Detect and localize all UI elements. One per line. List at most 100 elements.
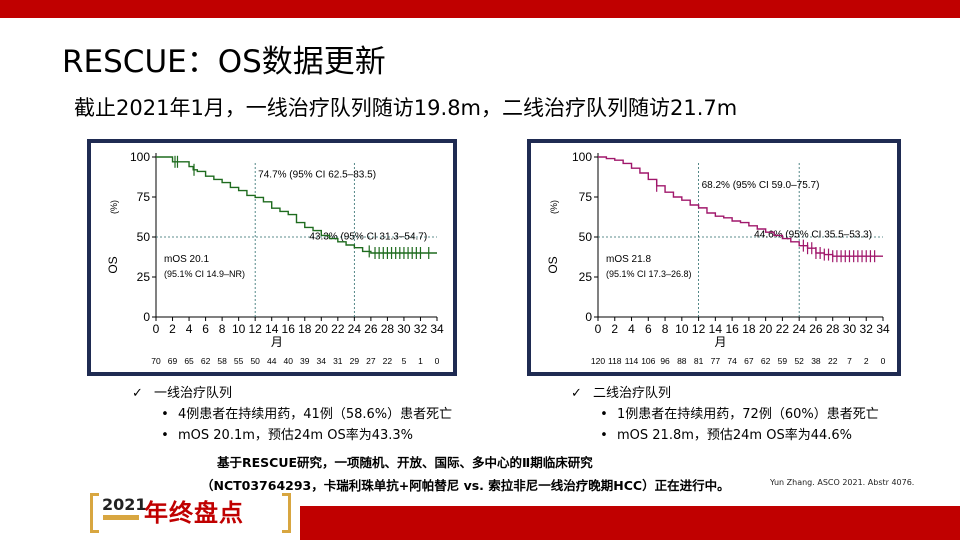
- y-axis-unit: (%): [109, 200, 119, 214]
- at-risk-count: 34: [317, 356, 327, 366]
- x-tick-label: 2: [169, 322, 176, 336]
- at-risk-count: 77: [711, 356, 721, 366]
- logo-year: 2021: [102, 495, 147, 514]
- first-line-bullet-1: 4例患者在持续用药，41例（58.6%）患者死亡: [178, 407, 453, 422]
- y-axis-label: OS: [106, 256, 120, 273]
- x-tick-label: 22: [331, 322, 345, 336]
- check-icon: ✓: [571, 386, 582, 401]
- x-tick-label: 28: [381, 322, 395, 336]
- at-risk-count: 52: [794, 356, 804, 366]
- at-risk-count: 27: [366, 356, 376, 366]
- at-risk-count: 62: [761, 356, 771, 366]
- at-risk-count: 120: [591, 356, 605, 366]
- at-risk-count: 38: [811, 356, 821, 366]
- x-tick-label: 20: [759, 322, 773, 336]
- y-tick-label: 0: [143, 310, 150, 324]
- km-chart-first-line: 0 25 50 75 100 0 2 4 6 8 10 12 14 16 18 20 22 24 26 28 30 32 3…: [87, 139, 457, 376]
- at-risk-count: 55: [234, 356, 244, 366]
- footer-trial-detail: （NCT03764293，卡瑞利珠单抗+阿帕替尼 vs. 索拉非尼一线治疗晚期H…: [201, 478, 730, 493]
- x-tick-label: 34: [430, 322, 444, 336]
- at-risk-count: 81: [694, 356, 704, 366]
- at-risk-count: 69: [168, 356, 178, 366]
- x-tick-label: 24: [348, 322, 362, 336]
- y-tick-label: 0: [585, 310, 592, 324]
- x-axis-label: 月: [271, 335, 283, 349]
- y-tick-label: 50: [579, 230, 593, 244]
- x-tick-label: 12: [248, 322, 262, 336]
- y-tick-label: 75: [137, 190, 151, 204]
- at-risk-count: 7: [847, 356, 852, 366]
- at-risk-count: 70: [151, 356, 161, 366]
- median-os-ci: (95.1% CI 17.3–26.8): [606, 269, 692, 279]
- landmark-annotation: 43.3% (95% CI 31.3–54.7): [309, 232, 427, 243]
- x-tick-label: 28: [826, 322, 840, 336]
- x-tick-label: 30: [843, 322, 857, 336]
- x-tick-label: 4: [628, 322, 635, 336]
- x-axis-label: 月: [715, 335, 727, 349]
- at-risk-count: 5: [402, 356, 407, 366]
- at-risk-count: 31: [333, 356, 343, 366]
- x-tick-label: 24: [792, 322, 806, 336]
- km-chart-second-line: 0 25 50 75 100 0 2 4 6 8 10 12 14 16 18 20 22 24 26 28 30 32 3…: [527, 139, 901, 376]
- at-risk-count: 62: [201, 356, 211, 366]
- at-risk-count: 118: [608, 356, 622, 366]
- at-risk-count: 22: [828, 356, 838, 366]
- x-tick-label: 34: [876, 322, 890, 336]
- x-tick-label: 8: [219, 322, 226, 336]
- logo-year-underline: [103, 515, 139, 520]
- at-risk-count: 29: [350, 356, 360, 366]
- survival-curve: [598, 156, 883, 257]
- y-tick-label: 75: [579, 190, 593, 204]
- x-tick-label: 2: [611, 322, 618, 336]
- second-line-bullet-1: 1例患者在持续用药，72例（60%）患者死亡: [617, 407, 879, 422]
- x-tick-label: 26: [809, 322, 823, 336]
- bullet-icon: •: [161, 407, 169, 422]
- logo-bracket-right: [282, 493, 291, 533]
- x-tick-label: 30: [397, 322, 411, 336]
- x-tick-label: 26: [364, 322, 378, 336]
- at-risk-count: 74: [727, 356, 737, 366]
- landmark-annotation: 68.2% (95% CI 59.0–75.7): [702, 180, 820, 191]
- bullet-icon: •: [600, 428, 608, 443]
- y-tick-label: 25: [579, 270, 593, 284]
- at-risk-count: 2: [864, 356, 869, 366]
- at-risk-count: 0: [881, 356, 886, 366]
- x-tick-label: 12: [692, 322, 706, 336]
- y-axis-unit: (%): [549, 200, 559, 214]
- at-risk-count: 59: [778, 356, 788, 366]
- first-line-summary: ✓ 一线治疗队列 • 4例患者在持续用药，41例（58.6%）患者死亡 • mOS 2…: [132, 383, 452, 446]
- x-tick-label: 10: [232, 322, 246, 336]
- median-os-label: mOS 21.8: [606, 254, 651, 265]
- landmark-annotation: 44.6% (95% CI 35.5–53.3): [754, 230, 872, 241]
- second-line-summary: ✓ 二线治疗队列 • 1例患者在持续用药，72例（60%）患者死亡 • mOS 21.…: [571, 383, 879, 446]
- x-tick-label: 22: [776, 322, 790, 336]
- x-tick-label: 0: [153, 322, 160, 336]
- x-tick-label: 8: [662, 322, 669, 336]
- logo-bracket-left: [90, 493, 99, 533]
- second-line-heading: 二线治疗队列: [593, 386, 672, 401]
- y-tick-label: 25: [137, 270, 151, 284]
- x-tick-label: 6: [202, 322, 209, 336]
- landmark-annotation: 74.7% (95% CI 62.5–83.5): [258, 169, 376, 180]
- x-tick-label: 14: [265, 322, 279, 336]
- at-risk-count: 58: [217, 356, 227, 366]
- bullet-icon: •: [600, 407, 608, 422]
- x-tick-label: 20: [315, 322, 329, 336]
- slide-title: RESCUE：OS数据更新: [62, 44, 386, 80]
- first-line-heading: 一线治疗队列: [154, 386, 233, 401]
- footer-study-description: 基于RESCUE研究，一项随机、开放、国际、多中心的Ⅱ期临床研究: [217, 455, 593, 470]
- at-risk-count: 67: [744, 356, 754, 366]
- at-risk-count: 88: [677, 356, 687, 366]
- y-tick-label: 100: [130, 150, 150, 164]
- median-os-ci: (95.1% CI 14.9–NR): [164, 269, 245, 279]
- x-tick-label: 18: [298, 322, 312, 336]
- x-tick-label: 10: [675, 322, 689, 336]
- x-tick-label: 18: [742, 322, 756, 336]
- bottom-accent-bar: [300, 506, 960, 540]
- first-line-bullet-2: mOS 20.1m，预估24m OS率为43.3%: [178, 428, 414, 443]
- logo-text: 年终盘点: [144, 499, 244, 527]
- survival-curve: [156, 156, 437, 254]
- at-risk-count: 0: [435, 356, 440, 366]
